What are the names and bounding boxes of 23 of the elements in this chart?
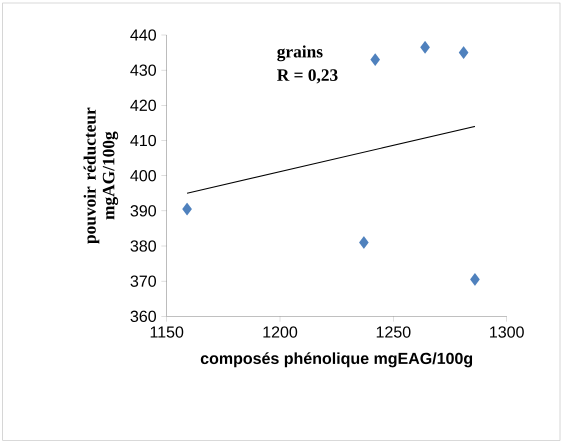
annotation: grains: [277, 45, 323, 62]
y-tick-label: 420: [130, 100, 156, 111]
x-tick-label: 1200: [263, 326, 298, 338]
point: [470, 273, 480, 286]
x-tick-label: 1300: [490, 326, 524, 338]
y-axis-title: pouvoir réducteur mgAG/100g: [84, 108, 118, 244]
y-tick-label: 430: [130, 64, 156, 76]
y-tick-label: 440: [130, 29, 156, 41]
y-tick-label: 410: [130, 134, 156, 146]
point: [458, 46, 468, 59]
y-tick-label: 370: [130, 276, 156, 287]
y-tick-label: 380: [130, 240, 156, 252]
y-tick-label: 400: [130, 170, 156, 182]
y-tick-label: 390: [130, 205, 156, 216]
y-tick-label: 360: [130, 310, 156, 322]
point: [182, 202, 192, 216]
x-tick-label: 1250: [376, 326, 411, 338]
x-tick-label: 1150: [150, 326, 184, 338]
point: [359, 236, 369, 249]
annotation: R = 0,23: [277, 69, 338, 84]
point: [420, 41, 430, 54]
x-axis-title: composés phénolique mgEAG/100g: [200, 352, 472, 368]
point: [370, 53, 380, 66]
